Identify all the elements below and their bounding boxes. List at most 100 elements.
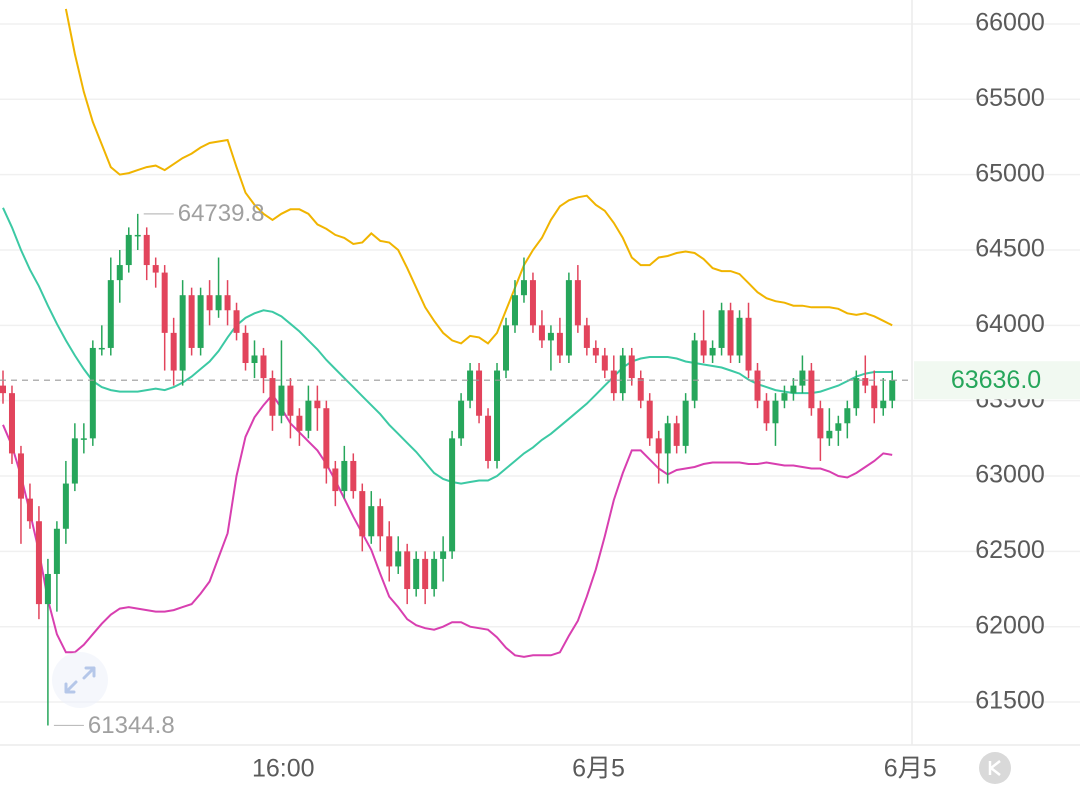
band-line (64, 8, 893, 345)
candle-body (62, 483, 69, 529)
candle-body (494, 370, 501, 461)
candle-body (134, 234, 141, 237)
candle-body (862, 378, 869, 386)
k-button[interactable] (979, 752, 1011, 784)
candle-body (467, 370, 474, 401)
candle-body (305, 400, 312, 431)
band-line (2, 393, 893, 658)
candle-body (152, 265, 159, 273)
candle-body (89, 347, 96, 439)
candle-body (520, 280, 527, 296)
y-tick-label: 64000 (975, 310, 1045, 338)
k-bg (979, 752, 1011, 784)
candle-body (440, 551, 447, 559)
candle-body (709, 347, 716, 356)
y-tick-label: 64500 (975, 235, 1045, 263)
candle-body (718, 310, 725, 348)
expand-bg (52, 652, 108, 708)
extreme-label: 61344.8 (88, 712, 175, 739)
candle-body (655, 438, 662, 454)
y-tick-label: 65500 (975, 84, 1045, 112)
candle-body (449, 438, 456, 552)
candle-body (799, 370, 806, 386)
candle-body (844, 408, 851, 424)
candle-body (413, 558, 420, 590)
candle-body (287, 385, 294, 416)
candle-body (8, 393, 15, 454)
expand-button[interactable] (52, 652, 108, 708)
candle-body (485, 415, 492, 461)
candle-body (296, 415, 303, 431)
candles (0, 213, 896, 726)
candle-body (547, 332, 554, 341)
candle-body (664, 423, 671, 454)
candle-body (772, 400, 779, 424)
candle-body (179, 295, 186, 371)
candle-body (826, 430, 833, 439)
y-tick-label: 62500 (975, 536, 1045, 564)
bands (2, 8, 893, 658)
candle-body (754, 370, 761, 401)
y-tick-label: 61500 (975, 687, 1045, 715)
candle-body (53, 528, 60, 574)
candle-body (727, 310, 734, 356)
candle-body (332, 468, 339, 492)
candle-body (359, 491, 366, 537)
expand-icon (64, 666, 96, 694)
y-tick-label: 65000 (975, 159, 1045, 187)
candle-body (781, 393, 788, 401)
candle-body (691, 340, 698, 401)
labels: 6150062000625006300063500640006450065000… (0, 9, 1080, 783)
candle-body (700, 340, 707, 356)
candle-body (323, 408, 330, 469)
candle-body (871, 385, 878, 409)
candle-body (404, 551, 411, 590)
candle-body (278, 385, 285, 416)
candle-body (503, 325, 510, 371)
candle-body (431, 558, 438, 590)
candle-body (646, 400, 653, 439)
last-price-label: 63636.0 (951, 366, 1041, 394)
candle-body (880, 400, 887, 409)
candle-body (107, 280, 114, 348)
candle-body (116, 265, 123, 281)
candle-body (619, 355, 626, 394)
candle-body (269, 378, 276, 416)
candle-body (0, 385, 7, 394)
candle-body (206, 295, 213, 311)
candle-body (17, 453, 24, 499)
candle-body (592, 347, 599, 356)
candle-body (736, 317, 743, 356)
candle-body (808, 370, 815, 409)
candle-body (583, 325, 590, 348)
candle-body (44, 573, 51, 605)
candle-body (817, 408, 824, 439)
y-tick-label: 62000 (975, 611, 1045, 639)
candle-body (161, 272, 168, 333)
y-tick-label: 66000 (975, 9, 1045, 37)
extreme-label: 64739.8 (178, 200, 265, 227)
candle-body (511, 295, 518, 326)
candle-body (125, 234, 132, 266)
candle-body (574, 280, 581, 326)
candle-body (98, 347, 105, 350)
candle-body (395, 551, 402, 567)
candle-body (763, 400, 770, 424)
candle-body (170, 332, 177, 371)
candle-body (188, 295, 195, 348)
candle-body (745, 317, 752, 371)
candle-body (610, 370, 617, 394)
candle-body (458, 400, 465, 439)
candle-body (215, 295, 222, 311)
candle-body (422, 558, 429, 590)
candle-body (835, 423, 842, 431)
candle-body (35, 521, 42, 605)
candle-body (682, 400, 689, 446)
candle-body (377, 506, 384, 537)
candle-body (601, 355, 608, 371)
candle-body (790, 385, 797, 394)
candle-body (233, 310, 240, 333)
candle-body (26, 498, 33, 522)
candle-body (538, 325, 545, 341)
x-tick-label: 6月5 (884, 755, 937, 783)
